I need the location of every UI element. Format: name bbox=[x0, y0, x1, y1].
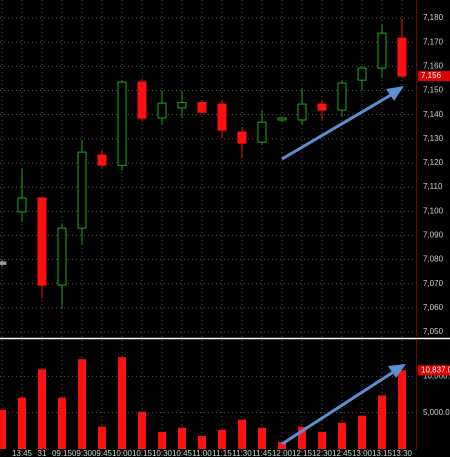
volume-bar bbox=[378, 395, 386, 449]
candle-body bbox=[137, 81, 147, 119]
y-tick-label: 7,130 bbox=[423, 134, 444, 143]
x-tick-label: 31 bbox=[38, 449, 47, 457]
arrow-head bbox=[386, 86, 404, 101]
x-tick-label: 13:30 bbox=[392, 449, 413, 457]
current-value-label: 10,837.00 bbox=[421, 365, 450, 374]
volume-bar bbox=[58, 397, 66, 449]
candle-body bbox=[257, 121, 267, 143]
x-tick-label: 13:45 bbox=[12, 449, 33, 457]
candle-body bbox=[57, 227, 67, 286]
y-tick-label: 7,060 bbox=[423, 303, 444, 312]
candle-body bbox=[297, 103, 307, 121]
x-tick-label: 10:00 bbox=[112, 449, 133, 457]
candle-body bbox=[97, 154, 107, 166]
x-tick-label: 11:30 bbox=[232, 449, 252, 457]
volume-bar bbox=[78, 359, 86, 449]
volume-bar bbox=[358, 415, 366, 449]
candle-body bbox=[397, 37, 407, 77]
x-tick-label: 09:15 bbox=[52, 449, 73, 457]
volume-bar bbox=[178, 427, 186, 449]
current-value-box bbox=[418, 71, 450, 82]
arrow-head bbox=[388, 364, 406, 378]
candle-body bbox=[377, 32, 387, 69]
volume-bar bbox=[258, 427, 266, 449]
volume-bar bbox=[18, 397, 26, 449]
x-tick-label: 09:45 bbox=[92, 449, 113, 457]
x-tick-label: 11:45 bbox=[252, 449, 272, 457]
candle-body bbox=[157, 102, 167, 119]
volume-bar bbox=[118, 357, 126, 449]
x-tick-label: 12:15 bbox=[292, 449, 313, 457]
x-tick-label: 13:15 bbox=[372, 449, 393, 457]
y-tick-label: 7,100 bbox=[423, 206, 444, 215]
candle-body bbox=[317, 103, 327, 111]
y-tick-label: 10,000.00 bbox=[423, 371, 450, 380]
candle-body bbox=[77, 151, 87, 229]
y-tick-label: 7,180 bbox=[423, 13, 444, 22]
y-tick-label: 7,050 bbox=[423, 327, 444, 336]
candle-body bbox=[0, 261, 7, 265]
trend-arrows bbox=[281, 86, 406, 446]
y-tick-label: 7,080 bbox=[423, 255, 444, 264]
x-tick-label: 11:00 bbox=[192, 449, 212, 457]
candle-body bbox=[217, 103, 227, 131]
y-tick-label: 7,070 bbox=[423, 279, 444, 288]
x-tick-label: 12:30 bbox=[312, 449, 333, 457]
current-value-label: 7,156 bbox=[421, 71, 442, 80]
y-tick-label: 7,120 bbox=[423, 158, 444, 167]
candle-body bbox=[117, 81, 127, 166]
candle-body bbox=[177, 102, 187, 109]
volume-bar bbox=[98, 426, 106, 449]
arrow bbox=[281, 367, 399, 446]
x-tick-label: 13:00 bbox=[352, 449, 373, 457]
volume-bar bbox=[238, 419, 246, 449]
volume-bar bbox=[338, 422, 346, 449]
y-tick-label: 7,110 bbox=[423, 182, 443, 191]
volume-bar bbox=[398, 370, 406, 449]
y-tick-label: 7,160 bbox=[423, 62, 444, 71]
candle-body bbox=[237, 131, 247, 144]
volume-bar bbox=[0, 409, 6, 449]
x-tick-label: 12:00 bbox=[272, 449, 293, 457]
candle-body bbox=[37, 197, 47, 286]
y-tick-label: 7,150 bbox=[423, 86, 444, 95]
x-tick-label: 10:30 bbox=[152, 449, 173, 457]
x-tick-label: 09:30 bbox=[72, 449, 93, 457]
volume-bar bbox=[38, 369, 46, 449]
volume-bar bbox=[218, 429, 226, 449]
volume-bar bbox=[318, 431, 326, 449]
volume-bar bbox=[298, 426, 306, 449]
current-value-box bbox=[418, 365, 450, 376]
candle-body bbox=[17, 197, 27, 213]
y-tick-label: 5,000.00 bbox=[423, 408, 450, 417]
y-tick-label: 7,140 bbox=[423, 110, 444, 119]
volume-bar bbox=[158, 431, 166, 449]
x-tick-label: 11:15 bbox=[212, 449, 232, 457]
volume-bar bbox=[198, 435, 206, 449]
candle-body bbox=[357, 67, 367, 81]
y-tick-label: 7,170 bbox=[423, 37, 444, 46]
candle-body bbox=[337, 82, 347, 111]
y-tick-label: 7,090 bbox=[423, 231, 444, 240]
candle-body bbox=[197, 102, 207, 113]
arrow bbox=[281, 90, 397, 161]
x-tick-label: 10:45 bbox=[172, 449, 193, 457]
x-tick-label: 10:15 bbox=[132, 449, 153, 457]
candle-body bbox=[277, 117, 287, 121]
x-tick-label: 12:45 bbox=[332, 449, 353, 457]
volume-bar bbox=[138, 411, 146, 449]
volume-bar bbox=[278, 441, 286, 449]
